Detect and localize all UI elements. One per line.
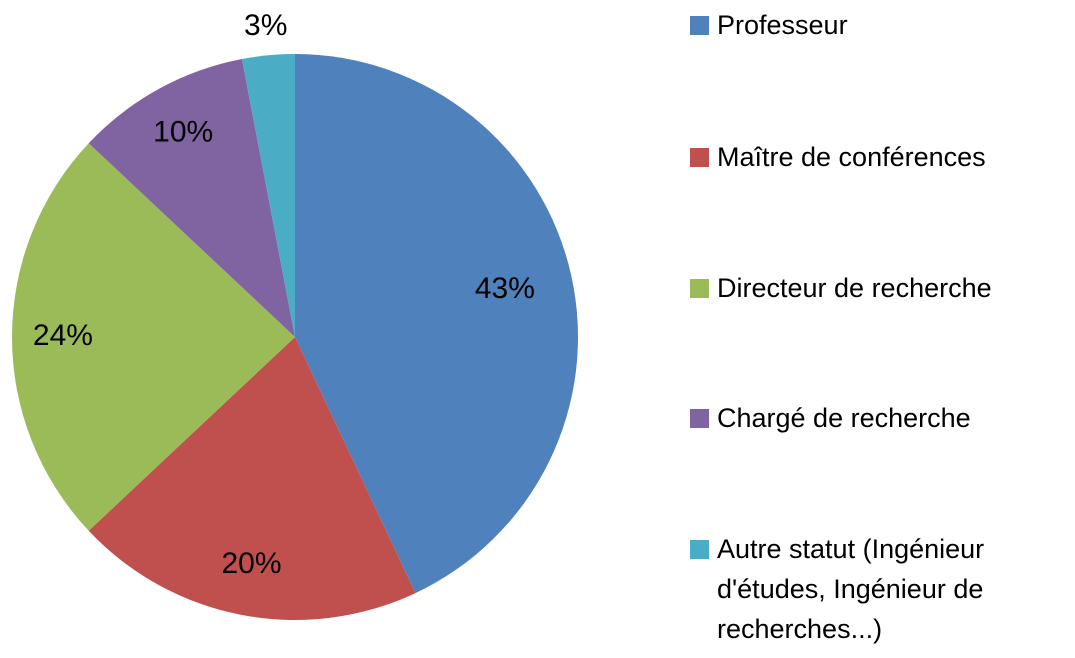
pie-slice — [241, 54, 295, 337]
legend-swatch — [690, 540, 709, 559]
data-label: 3% — [244, 9, 287, 42]
pie-slice — [295, 54, 579, 594]
data-label: 43% — [475, 272, 535, 305]
pie-slice — [88, 337, 416, 620]
legend-swatch — [690, 16, 709, 35]
legend-label: Maître de conférences — [717, 142, 986, 172]
legend-swatch — [690, 279, 709, 298]
data-label: 10% — [153, 116, 213, 149]
pie-slice — [88, 59, 296, 338]
legend-item: Maître de conférences — [690, 137, 1062, 177]
data-label: 24% — [33, 319, 93, 352]
pie: 43% 20% 24% 10% 3% — [11, 9, 579, 620]
legend-item: Autre statut (Ingénieur d'études, Ingéni… — [690, 529, 1062, 649]
legend-label: Chargé de recherche — [717, 403, 971, 433]
data-label: 20% — [221, 547, 281, 580]
legend-swatch — [690, 409, 709, 428]
legend-item: Chargé de recherche — [690, 398, 1062, 438]
legend-label: Professeur — [717, 10, 848, 40]
pie-slice — [11, 143, 295, 531]
legend-swatch — [690, 148, 709, 167]
legend-item: Directeur de recherche — [690, 268, 1062, 308]
legend-label: Autre statut (Ingénieur d'études, Ingéni… — [717, 534, 985, 644]
legend-item: Professeur — [690, 5, 1062, 45]
legend-label: Directeur de recherche — [717, 273, 992, 303]
